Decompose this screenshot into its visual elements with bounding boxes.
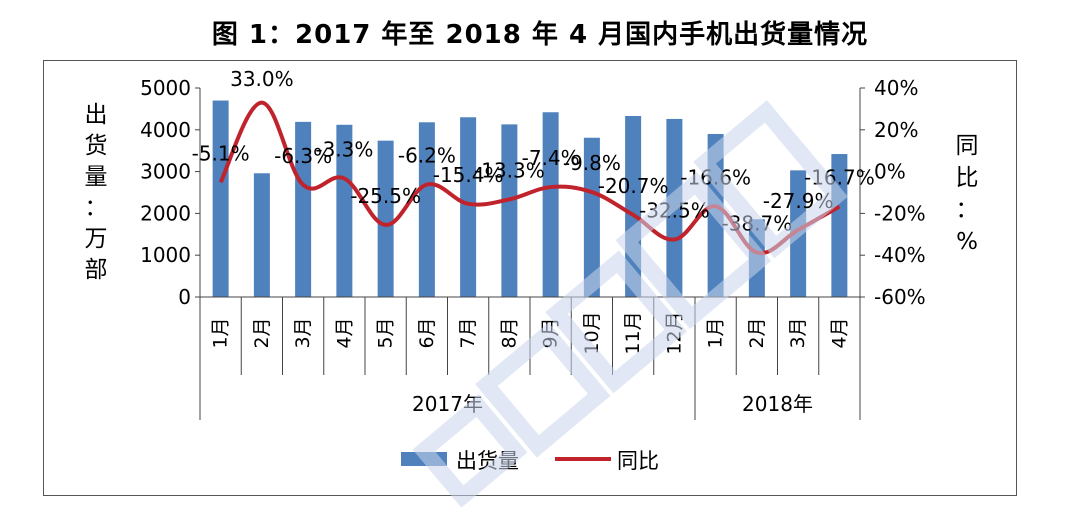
data-label: -5.1% (192, 141, 250, 165)
y-left-title-char: 量 (85, 164, 108, 190)
y-left-tick-label: 3000 (140, 160, 191, 184)
x-tick-label: 2月 (746, 317, 768, 348)
y-right-tick-label: 40% (874, 76, 918, 100)
y-left-tick-label: 0 (178, 285, 191, 309)
x-tick-label: 12月 (663, 311, 685, 354)
data-label: -7.4% (522, 146, 580, 170)
x-tick-label: 3月 (787, 317, 809, 348)
data-label: -27.9% (763, 189, 834, 213)
y-left-title-char: 万 (85, 226, 108, 252)
y-right-tick-label: -20% (874, 201, 926, 225)
y-left-tick-label: 5000 (140, 76, 191, 100)
y-left-title-char: 出 (85, 102, 108, 128)
data-label: -9.8% (563, 151, 621, 175)
legend-bar-swatch (401, 452, 447, 466)
legend-line-label: 同比 (617, 449, 659, 473)
data-label: -13.3% (474, 158, 545, 182)
y-left-title-char: 部 (85, 257, 108, 283)
group-label: 2017年 (412, 392, 483, 416)
data-label: -20.7% (598, 174, 669, 198)
bar-1 (212, 100, 229, 297)
bar-8 (501, 124, 518, 297)
chart-title: 图 1：2017 年至 2018 年 4 月国内手机出货量情况 (211, 20, 869, 50)
y-right-title-char: 同 (956, 133, 979, 159)
bar-7 (460, 117, 477, 297)
y-left-tick-label: 2000 (140, 201, 191, 225)
x-tick-label: 11月 (622, 311, 644, 354)
legend-bar-label: 出货量 (456, 449, 519, 473)
data-label: -3.3% (315, 137, 373, 161)
bar-4 (336, 124, 353, 297)
y-right-title-char: 比 (956, 165, 979, 191)
y-left-title-char: 货 (85, 133, 108, 159)
data-label: -38.7% (721, 211, 792, 235)
x-tick-label: 6月 (416, 317, 438, 348)
data-label: -6.2% (398, 144, 456, 168)
bar-9 (542, 112, 559, 297)
x-tick-label: 7月 (457, 317, 479, 348)
x-tick-label: 4月 (828, 317, 850, 348)
chart-frame (43, 60, 1017, 496)
y-right-tick-label: 20% (874, 118, 918, 142)
x-tick-label: 4月 (333, 317, 355, 348)
x-tick-label: 1月 (705, 317, 727, 348)
x-tick-label: 2月 (251, 317, 273, 348)
bar-5 (377, 140, 394, 297)
y-right-tick-label: 0% (874, 160, 906, 184)
bar-3 (295, 121, 312, 297)
bar-6 (418, 122, 435, 297)
bar-2 (253, 173, 270, 297)
y-left-tick-label: 1000 (140, 243, 191, 267)
data-label: 33.0% (230, 67, 294, 91)
y-right-tick-label: -60% (874, 285, 926, 309)
y-right-title-char: ： (956, 197, 979, 223)
y-right-tick-label: -40% (874, 243, 926, 267)
data-label: -16.7% (804, 166, 875, 190)
x-tick-label: 8月 (498, 317, 520, 348)
x-tick-label: 1月 (210, 317, 232, 348)
x-tick-label: 9月 (540, 317, 562, 348)
y-right-title-char: % (956, 229, 978, 255)
data-label: -25.5% (350, 184, 421, 208)
y-left-title-char: ： (85, 195, 108, 221)
x-tick-label: 5月 (375, 317, 397, 348)
data-label: -15.4% (433, 163, 504, 187)
x-tick-label: 3月 (292, 317, 314, 348)
data-label: -6.3% (274, 144, 332, 168)
x-tick-label: 10月 (581, 311, 603, 354)
y-left-tick-label: 4000 (140, 118, 191, 142)
data-label: -16.6% (680, 165, 751, 189)
data-label: -32.5% (639, 199, 710, 223)
group-label: 2018年 (742, 392, 813, 416)
